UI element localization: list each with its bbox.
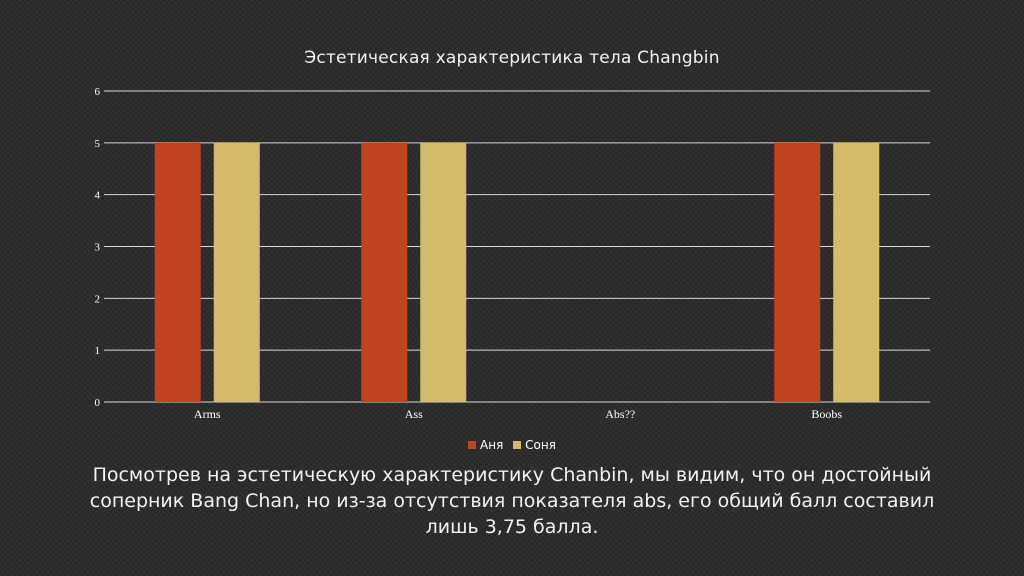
x-tick-label: Ass <box>405 407 423 421</box>
y-tick-label: 5 <box>95 138 101 150</box>
legend-swatch-series-1 <box>468 441 477 449</box>
bar-chart: 0 1 2 3 4 5 6 Arms Ass Abs?? Boobs <box>95 86 930 421</box>
bar-boobs-series-2 <box>833 142 880 403</box>
legend-item-series-1: Аня <box>468 438 503 452</box>
bar-ass-series-2 <box>420 142 467 403</box>
y-tick-label: 1 <box>95 345 101 357</box>
y-tick-label: 6 <box>95 86 101 98</box>
y-tick-label: 2 <box>95 293 101 305</box>
x-tick-label: Boobs <box>811 407 842 421</box>
bar-arms-series-1 <box>154 142 201 403</box>
bar-boobs-series-1 <box>774 142 821 403</box>
y-tick-label: 4 <box>95 190 101 202</box>
legend-label-series-2: Соня <box>525 438 556 452</box>
chart-legend: Аня Соня <box>0 438 1024 452</box>
y-tick-label: 0 <box>95 397 101 409</box>
bar-arms-series-2 <box>213 142 260 403</box>
bar-ass-series-1 <box>361 142 408 403</box>
x-tick-label: Abs?? <box>605 407 635 421</box>
x-tick-label: Arms <box>194 407 221 421</box>
chart-title: Эстетическая характеристика тела Changbi… <box>304 48 720 68</box>
slide-caption: Посмотрев на эстетическую характеристику… <box>89 464 935 538</box>
legend-swatch-series-2 <box>513 441 522 449</box>
legend-item-series-2: Соня <box>513 438 556 452</box>
y-tick-label: 3 <box>95 242 101 254</box>
legend-label-series-1: Аня <box>480 438 504 452</box>
